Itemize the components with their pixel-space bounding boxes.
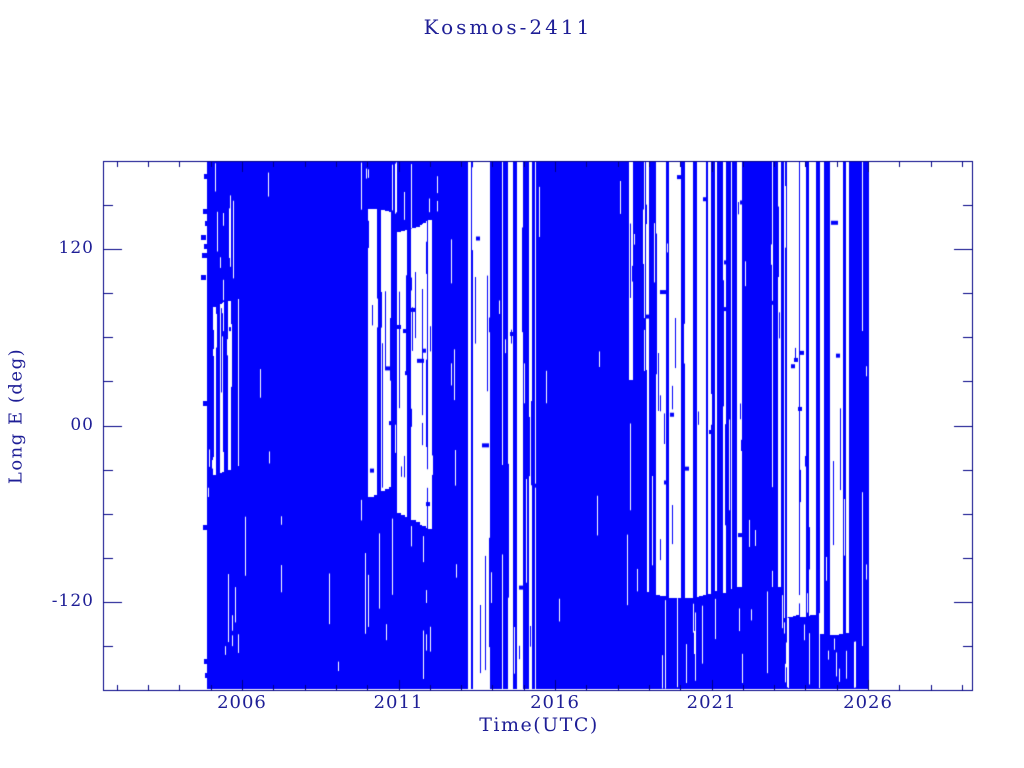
y-tick-label: -120 — [51, 590, 94, 611]
x-tick-label: 2016 — [530, 692, 580, 713]
y-tick-label: 120 — [58, 238, 94, 259]
x-tick-label: 2026 — [843, 692, 893, 713]
x-tick-label: 2021 — [686, 692, 737, 713]
x-axis-label: Time(UTC) — [479, 714, 599, 736]
y-tick-label: 00 — [70, 414, 94, 435]
chart-title: Kosmos-2411 — [423, 15, 593, 39]
x-tick-label: 2011 — [373, 692, 424, 713]
x-tick-label: 2006 — [217, 692, 267, 713]
